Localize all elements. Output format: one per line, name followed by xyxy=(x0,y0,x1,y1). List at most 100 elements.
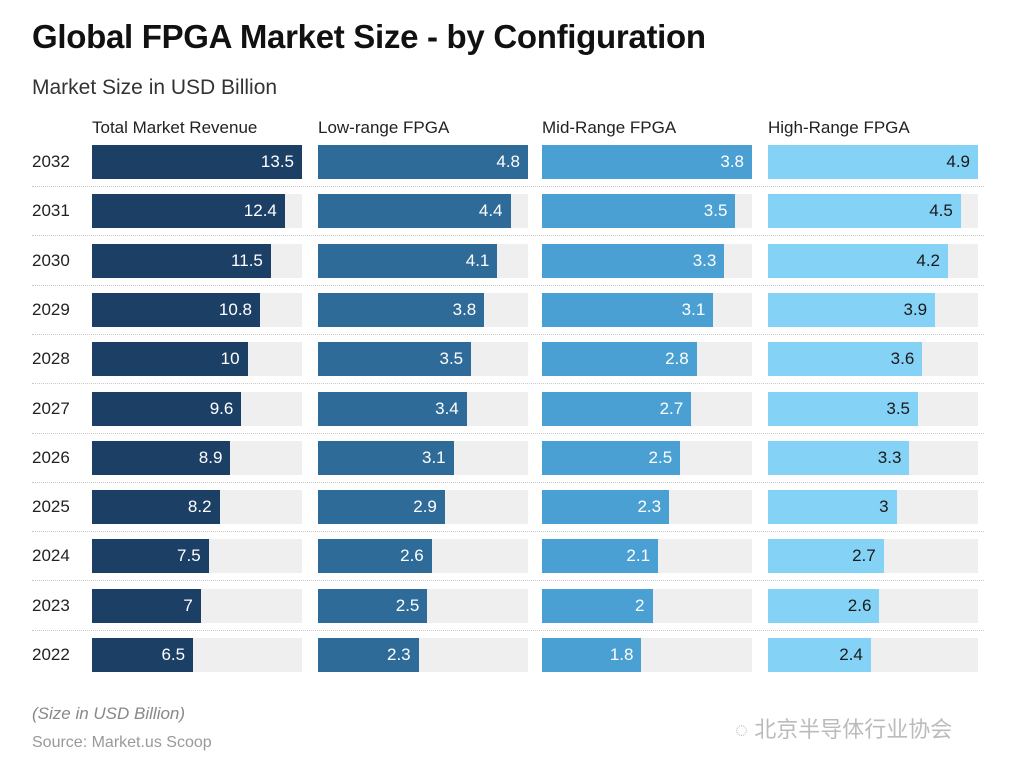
bar: 2.4 xyxy=(768,638,871,672)
bar: 2.3 xyxy=(542,490,670,525)
year-label: 2030 xyxy=(32,250,70,270)
units-note: (Size in USD Billion) xyxy=(32,704,186,723)
bar-track: 11.5 xyxy=(92,243,302,278)
bar: 4.8 xyxy=(318,145,528,179)
bar-track: 4.1 xyxy=(318,243,528,278)
watermark-text: 北京半导体行业协会 xyxy=(754,717,953,742)
data-label: 2.5 xyxy=(648,447,673,467)
bar-track: 13.5 xyxy=(92,145,302,179)
bar: 1.8 xyxy=(542,638,642,672)
bar: 2.6 xyxy=(768,588,880,623)
bar-track: 8.9 xyxy=(92,440,302,475)
bar: 13.5 xyxy=(92,145,302,179)
data-label: 3.6 xyxy=(890,349,915,369)
data-label: 2.6 xyxy=(400,546,424,566)
data-label: 2.3 xyxy=(637,497,662,517)
data-label: 8.2 xyxy=(187,497,212,517)
bar-track: 3.9 xyxy=(768,292,978,327)
data-label: 3.1 xyxy=(421,447,446,467)
data-label: 10.8 xyxy=(218,299,252,319)
chart-title: Global FPGA Market Size - by Configurati… xyxy=(32,18,706,55)
row-separator xyxy=(32,383,984,385)
bar-track: 2.4 xyxy=(768,638,978,672)
data-label: 2.1 xyxy=(626,546,651,566)
data-label: 2.3 xyxy=(386,645,411,664)
data-label: 2.4 xyxy=(839,645,863,664)
bar-track: 10.8 xyxy=(92,292,302,327)
bar: 8.2 xyxy=(92,490,220,525)
bar-track: 2.5 xyxy=(542,440,752,475)
year-label: 2032 xyxy=(32,152,70,171)
bar: 9.6 xyxy=(92,391,242,426)
data-label: 2.7 xyxy=(659,398,684,418)
bar: 2.3 xyxy=(318,638,419,672)
data-label: 3.5 xyxy=(439,349,464,369)
data-label: 4.8 xyxy=(496,152,520,171)
data-label: 7 xyxy=(183,595,193,615)
bar-track: 7 xyxy=(92,588,302,623)
bar-track: 3 xyxy=(768,490,978,525)
bar: 2.1 xyxy=(542,539,659,574)
data-label: 2.8 xyxy=(665,349,689,369)
bar-track: 2.6 xyxy=(318,539,528,574)
wechat-icon: ◌ xyxy=(735,717,755,742)
bar-track: 2.7 xyxy=(542,391,752,426)
row-separator xyxy=(32,432,984,434)
data-label: 12.4 xyxy=(243,201,277,221)
bar-track: 3.5 xyxy=(318,342,528,377)
bar: 10.8 xyxy=(92,292,260,327)
data-label: 2 xyxy=(635,595,645,615)
column-header: Mid-Range FPGA xyxy=(542,118,677,137)
bar: 3.9 xyxy=(768,292,936,327)
data-label: 2.7 xyxy=(852,546,876,566)
row-separator xyxy=(32,333,984,335)
bar-track: 9.6 xyxy=(92,391,302,426)
bar: 2.5 xyxy=(542,440,681,475)
data-label: 3.8 xyxy=(452,299,477,319)
data-label: 3 xyxy=(879,497,889,517)
data-label: 3.8 xyxy=(720,152,744,171)
bar: 7 xyxy=(92,588,201,623)
bar: 4.9 xyxy=(768,145,978,179)
bar-track: 2.8 xyxy=(542,342,752,377)
data-label: 4.2 xyxy=(916,250,940,270)
bar-track: 8.2 xyxy=(92,490,302,525)
data-label: 2.5 xyxy=(395,595,420,615)
bar: 3.8 xyxy=(542,145,752,179)
column-header: Total Market Revenue xyxy=(92,118,258,137)
bar-track: 2.5 xyxy=(318,588,528,623)
bar-track: 3.8 xyxy=(318,292,528,327)
bar-track: 1.8 xyxy=(542,638,752,672)
bar: 2.7 xyxy=(768,539,884,574)
row-separator xyxy=(32,235,984,237)
row-separator xyxy=(32,481,984,483)
bar-track: 12.4 xyxy=(92,194,302,229)
row-separator xyxy=(32,531,984,533)
data-label: 4.4 xyxy=(478,201,503,221)
bar: 2.5 xyxy=(318,588,428,623)
data-label: 13.5 xyxy=(260,152,294,171)
bar-track: 4.4 xyxy=(318,194,528,229)
bar: 3.6 xyxy=(768,342,923,377)
data-label: 11.5 xyxy=(231,250,263,270)
bar-track: 4.9 xyxy=(768,145,978,179)
data-label: 3.3 xyxy=(877,447,902,467)
bar-track: 2.9 xyxy=(318,490,528,525)
bar: 4.4 xyxy=(318,194,511,229)
year-label: 2025 xyxy=(32,497,70,517)
data-label: 10 xyxy=(220,349,240,369)
data-label: 1.8 xyxy=(609,645,634,664)
bar: 2.8 xyxy=(542,342,697,377)
bar-track: 3.1 xyxy=(542,292,752,327)
bar-track: 2.3 xyxy=(542,490,752,525)
year-label: 2026 xyxy=(32,447,70,467)
bar-track: 3.3 xyxy=(542,243,752,278)
bar-track: 3.3 xyxy=(768,440,978,475)
bar: 2 xyxy=(542,588,653,623)
bar: 3.4 xyxy=(318,391,467,426)
data-label: 6.5 xyxy=(161,645,186,664)
bar: 3.5 xyxy=(768,391,918,426)
data-label: 3.9 xyxy=(903,299,928,319)
bar-track: 4.8 xyxy=(318,145,528,179)
